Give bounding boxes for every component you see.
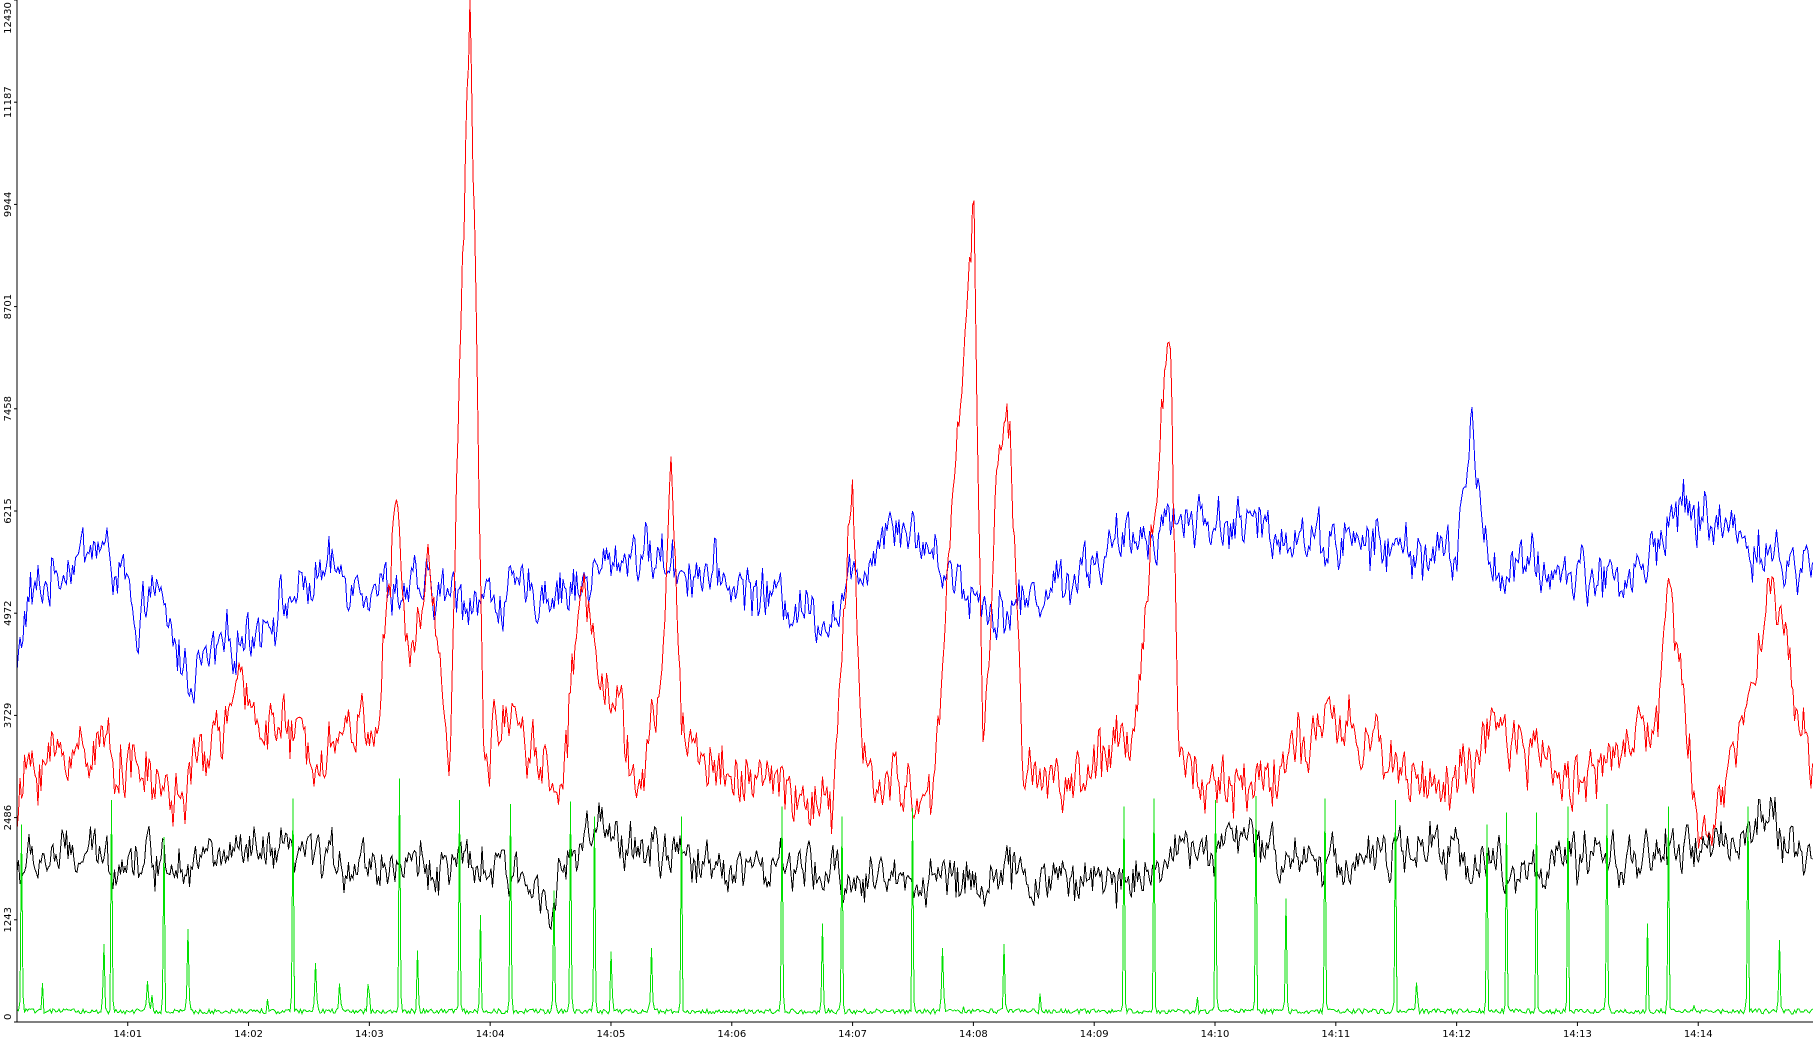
x-tick-label: 14:06	[717, 1029, 746, 1039]
y-tick-label: 2486	[3, 805, 14, 830]
x-tick-label: 14:13	[1563, 1029, 1592, 1039]
x-tick-label: 14:05	[597, 1029, 626, 1039]
series-line-4	[16, 778, 1813, 1016]
y-tick-label: 4972	[3, 600, 14, 625]
series-line-1	[16, 407, 1813, 704]
x-tick-label: 14:07	[838, 1029, 867, 1039]
x-tick-label: 14:01	[113, 1029, 142, 1039]
y-tick-label: 8701	[3, 294, 14, 319]
x-tick-label: 14:12	[1442, 1029, 1471, 1039]
x-tick-label: 14:02	[234, 1029, 263, 1039]
x-tick-label: 14:08	[959, 1029, 988, 1039]
x-tick-label: 14:11	[1321, 1029, 1350, 1039]
x-tick-label: 14:10	[1201, 1029, 1230, 1039]
x-tick-label: 14:09	[1080, 1029, 1109, 1039]
y-tick-label: 3729	[3, 703, 14, 728]
axes-layer: 0 1243 2486 3729 4972 6215 7458 8701 9944 11187 12…	[3, 0, 1813, 1039]
y-tick-label: 6215	[3, 498, 14, 523]
y-tick-label: 7458	[3, 396, 14, 421]
y-tick-label: 9944	[3, 192, 14, 217]
series-layer	[16, 0, 1813, 1016]
series-line-2	[16, 0, 1813, 849]
y-tick-label: 0	[3, 1014, 14, 1020]
x-tick-label: 14:03	[355, 1029, 384, 1039]
y-tick-label: 1243	[3, 907, 14, 932]
x-tick-label: 14:14	[1684, 1029, 1713, 1039]
y-tick-label: 11187	[3, 86, 14, 118]
x-tick-label: 14:04	[476, 1029, 505, 1039]
series-line-3	[16, 796, 1813, 931]
y-tick-label: 12430	[3, 2, 14, 34]
